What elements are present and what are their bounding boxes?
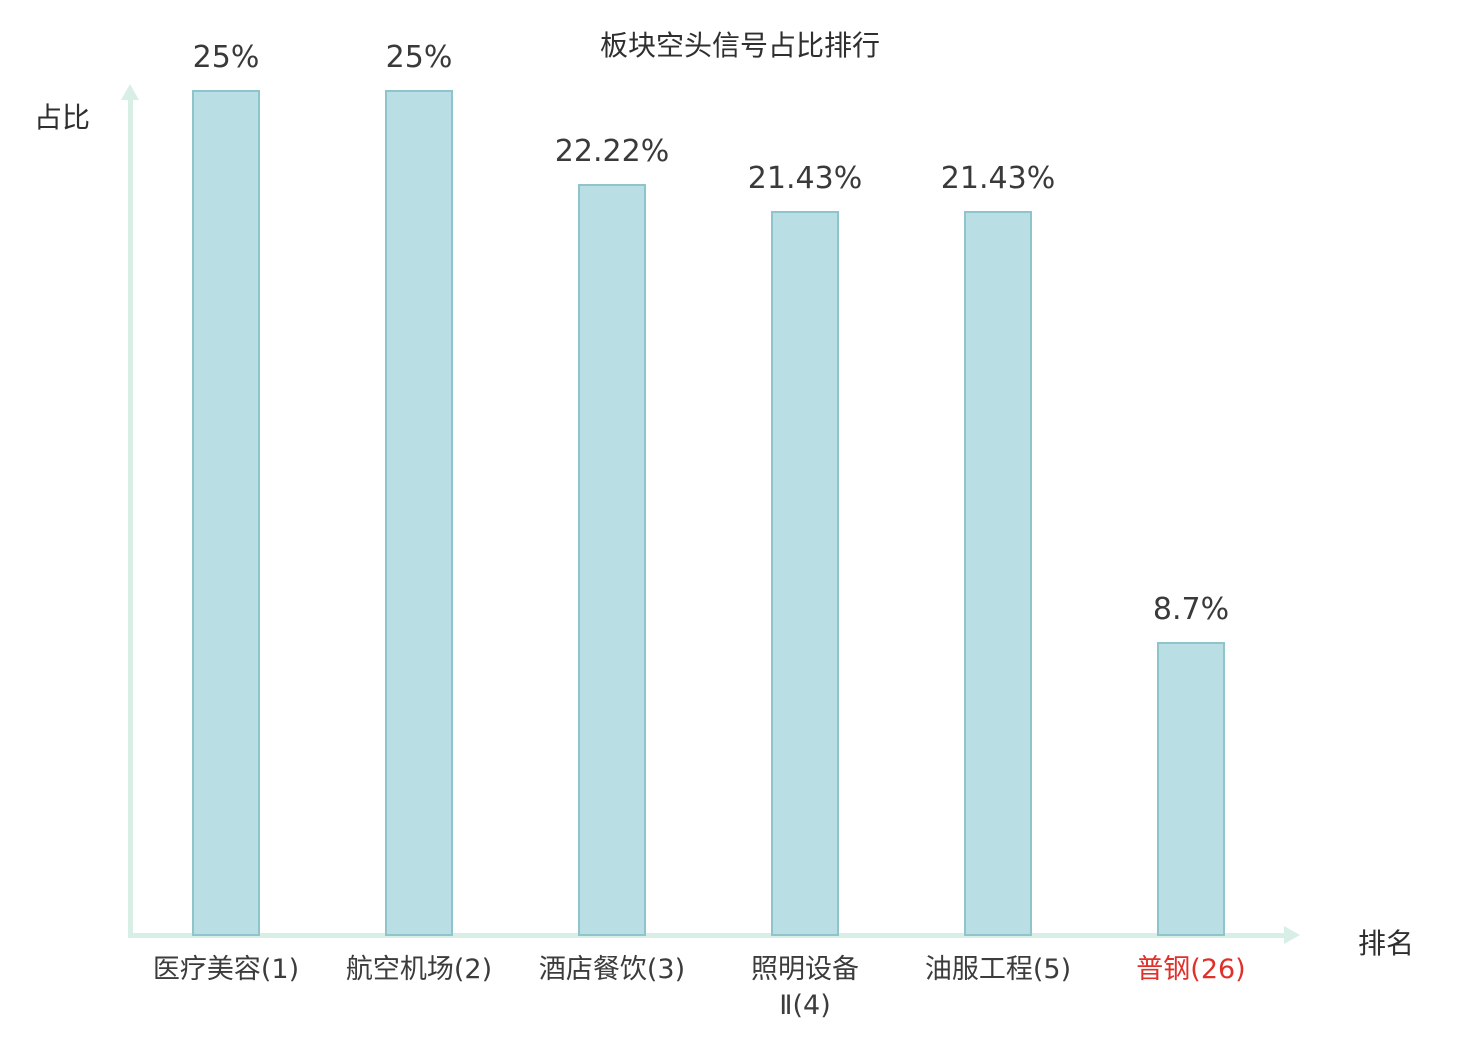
bar <box>1157 642 1225 936</box>
bar-value-label: 21.43% <box>747 161 863 196</box>
bar-value-label: 21.43% <box>940 161 1056 196</box>
bar <box>771 211 839 936</box>
category-label: 油服工程(5) <box>924 954 1072 985</box>
category-label: 医疗美容(1) <box>152 954 300 985</box>
chart-title: 板块空头信号占比排行 <box>599 29 881 62</box>
category-label: 酒店餐饮(3) <box>538 954 686 985</box>
bar-value-label: 8.7% <box>1152 592 1230 627</box>
y-axis <box>128 98 133 938</box>
category-label: 航空机场(2) <box>345 954 493 985</box>
bar-value-label: 22.22% <box>554 134 670 169</box>
category-label: 普钢(26) <box>1136 954 1246 985</box>
y-axis-arrow-icon <box>121 84 139 100</box>
bar <box>385 90 453 936</box>
bar <box>578 184 646 936</box>
category-label: 照明设备 Ⅱ(4) <box>751 954 859 1022</box>
x-axis-arrow-icon <box>1284 926 1300 944</box>
x-axis-label: 排名 <box>1358 927 1415 960</box>
y-axis-label: 占比 <box>34 101 91 134</box>
x-axis <box>128 933 1286 938</box>
bar <box>964 211 1032 936</box>
bar <box>192 90 260 936</box>
bar-value-label: 25% <box>192 40 260 75</box>
bar-value-label: 25% <box>385 40 453 75</box>
